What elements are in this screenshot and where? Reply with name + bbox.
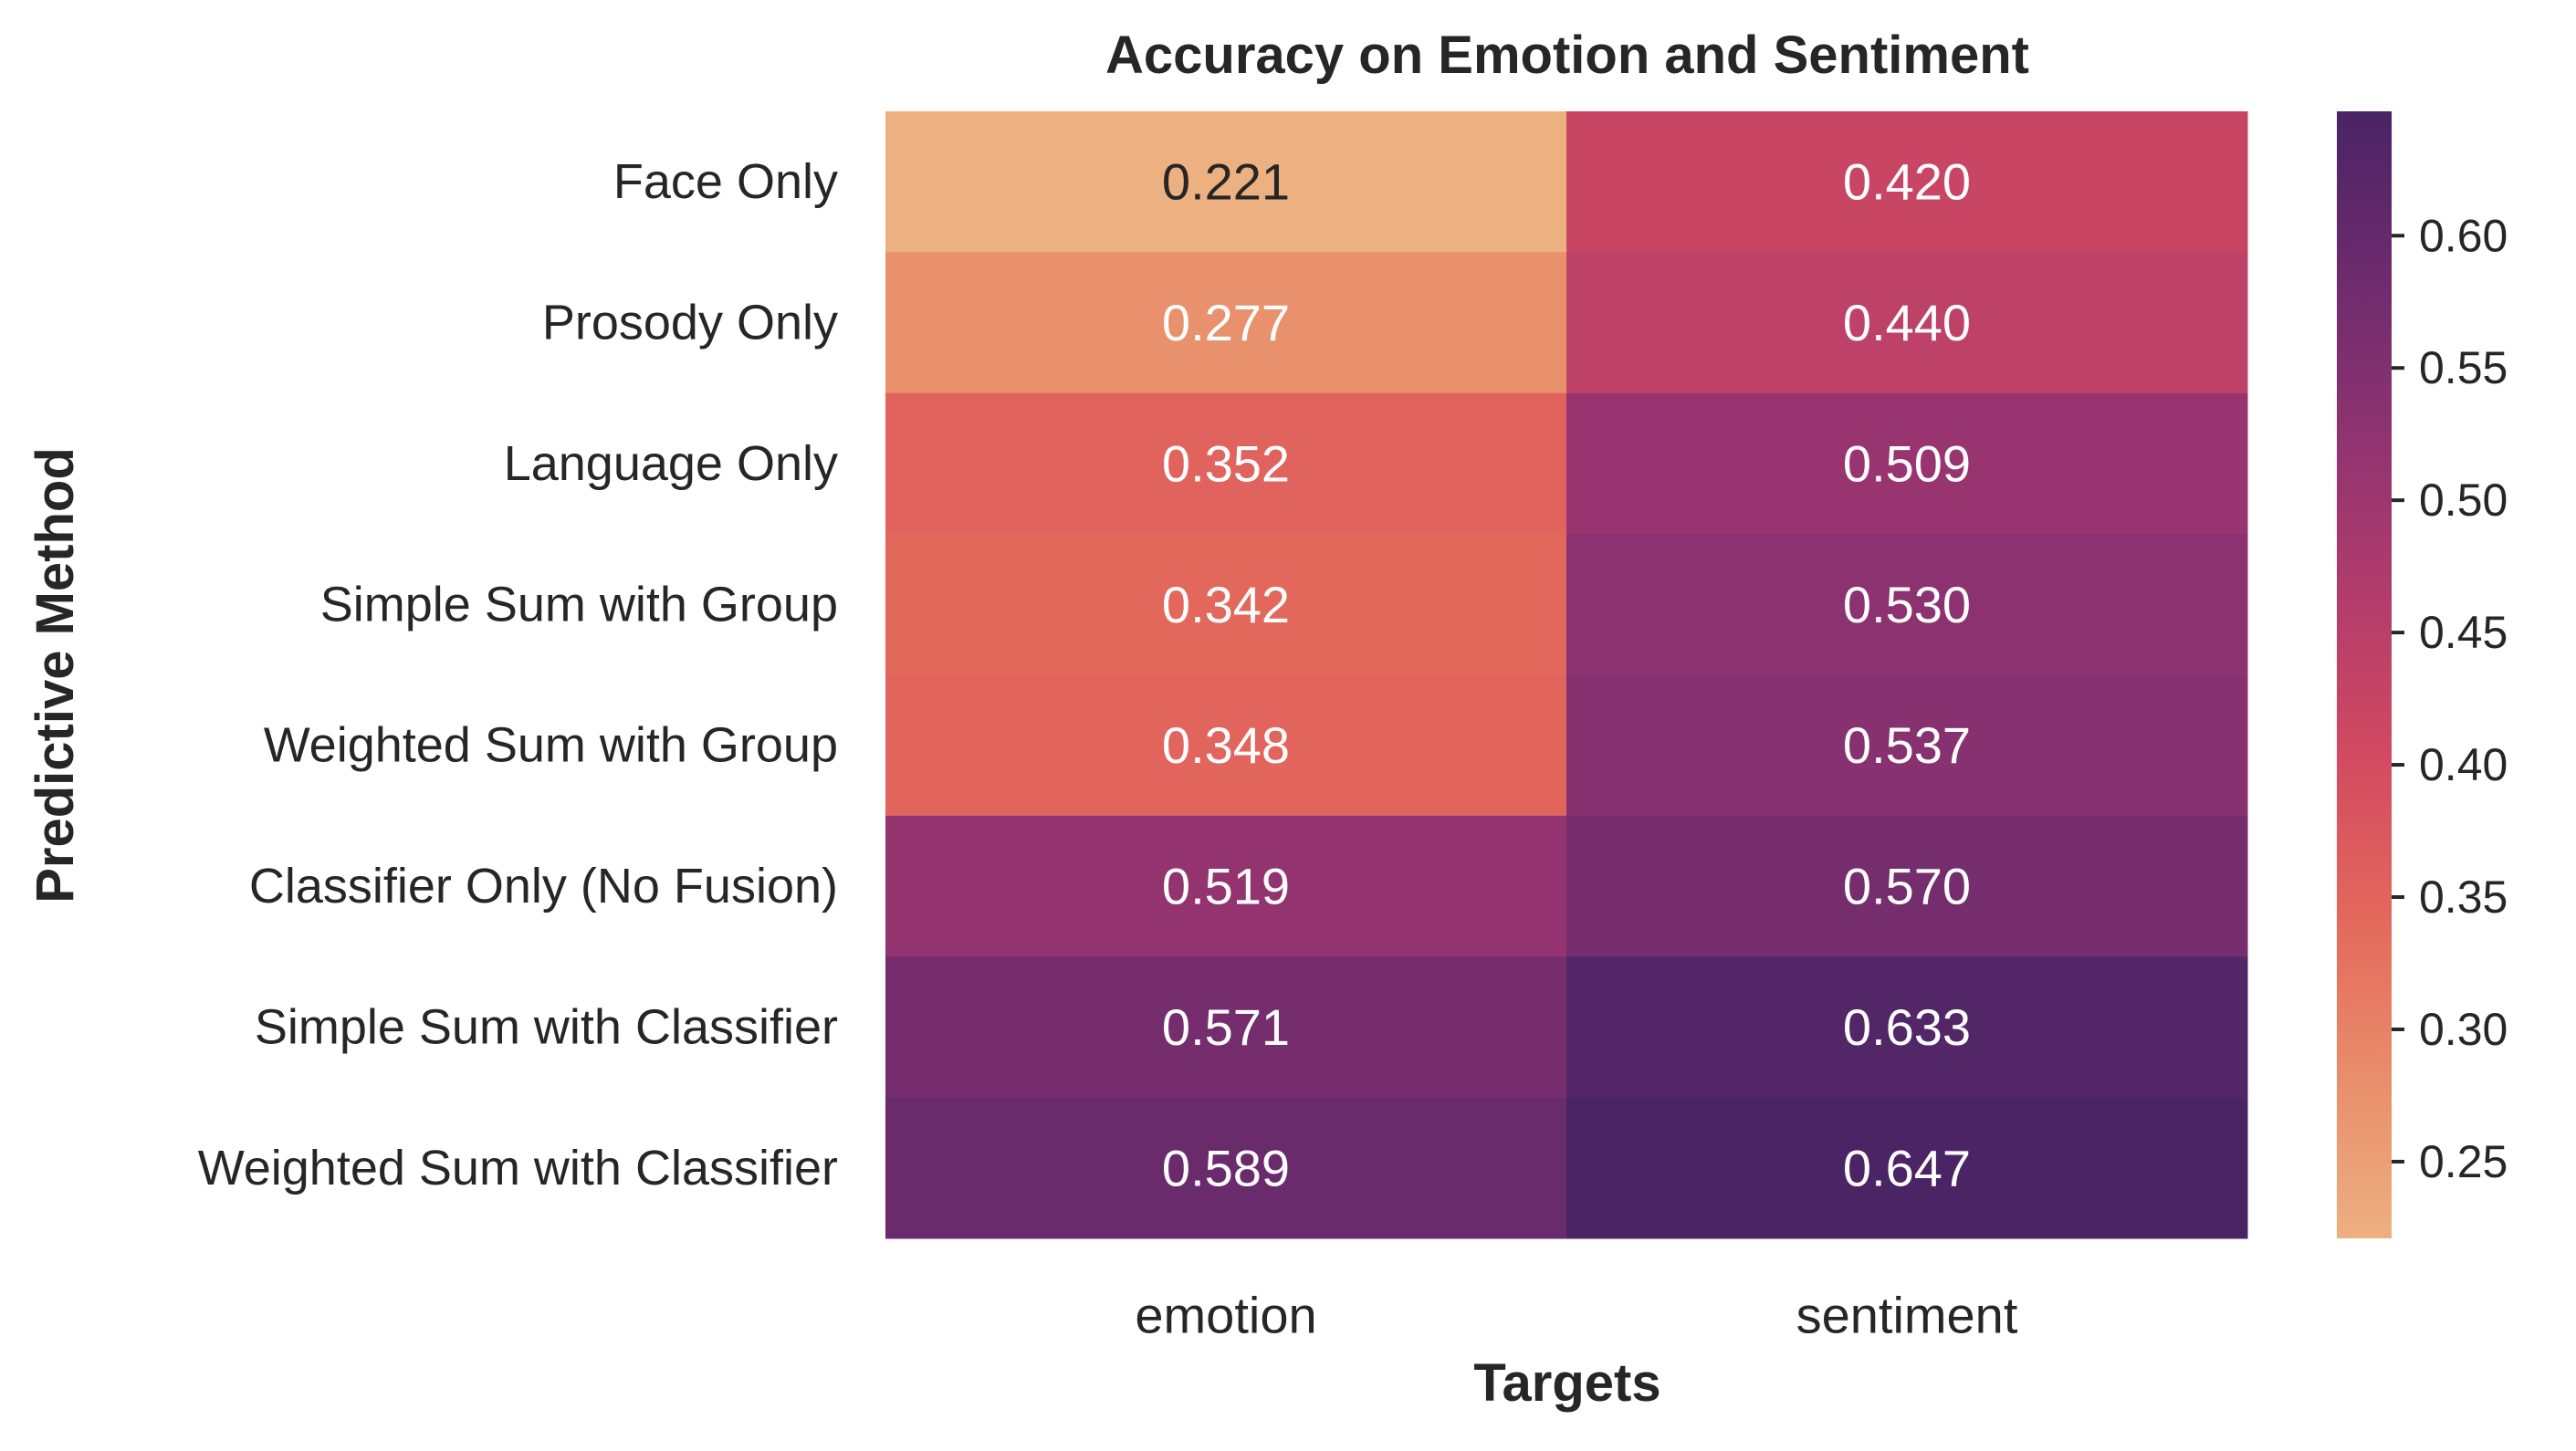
heatmap-cell-label: 0.509 [1843, 434, 1971, 492]
heatmap-cell [1566, 392, 2248, 535]
colorbar-tick-label: 0.45 [2419, 607, 2508, 658]
heatmap-cell [885, 1097, 1567, 1239]
colorbar-tick-label: 0.50 [2419, 475, 2508, 526]
heatmap-cell-label: 0.221 [1162, 153, 1290, 211]
y-tick-label: Weighted Sum with Classifier [198, 1141, 838, 1195]
x-tick-label: emotion [1135, 1287, 1316, 1344]
heatmap-cell [885, 534, 1567, 675]
heatmap-cell [1566, 674, 2248, 817]
chart-title: Accuracy on Emotion and Sentiment [1105, 26, 2029, 85]
heatmap-cell [885, 111, 1567, 253]
heatmap-cell [1566, 252, 2248, 394]
heatmap-cell-label: 0.633 [1843, 998, 1971, 1056]
heatmap-cell-label: 0.537 [1843, 716, 1971, 774]
colorbar-tick-label: 0.35 [2419, 872, 2508, 923]
x-tick-label: sentiment [1796, 1287, 2018, 1344]
colorbar [2337, 111, 2392, 1238]
heatmap-cell [1566, 534, 2248, 675]
heatmap-cell [1566, 1097, 2248, 1239]
y-axis-title: Predictive Method [26, 447, 85, 903]
heatmap-cell-label: 0.420 [1843, 153, 1971, 211]
x-tick-labels: emotion sentiment [1135, 1287, 2017, 1344]
heatmap-cell-label: 0.530 [1843, 576, 1971, 633]
colorbar-tick-label: 0.60 [2419, 210, 2508, 261]
heatmap-cell [885, 252, 1567, 394]
y-tick-label: Weighted Sum with Group [264, 718, 838, 773]
colorbar-ticks: 0.25 0.30 0.35 0.40 0.45 0.50 0.55 0.60 [2392, 210, 2508, 1187]
heatmap-cell [885, 674, 1567, 817]
y-tick-label: Language Only [504, 436, 838, 491]
colorbar-tick-label: 0.55 [2419, 342, 2508, 393]
heatmap-cell [885, 956, 1567, 1099]
colorbar-tick-label: 0.30 [2419, 1004, 2508, 1055]
y-tick-labels: Face Only Prosody Only Language Only Simple… [198, 154, 838, 1195]
heatmap-cell [1566, 111, 2248, 253]
heatmap-cell-labels: 0.221 0.420 0.277 0.440 0.352 0.509 0.342 0.530… [1162, 153, 1971, 1197]
heatmap-cell-label: 0.342 [1162, 576, 1290, 633]
heatmap-cell-label: 0.571 [1162, 998, 1290, 1056]
heatmap-cell-label: 0.348 [1162, 716, 1290, 774]
colorbar-tick-label: 0.40 [2419, 739, 2508, 790]
colorbar-tick-label: 0.25 [2419, 1136, 2508, 1187]
y-tick-label: Simple Sum with Classifier [255, 999, 838, 1054]
heatmap-cell [885, 392, 1567, 535]
heatmap-cell-label: 0.589 [1162, 1139, 1290, 1196]
y-tick-label: Simple Sum with Group [320, 577, 838, 632]
x-axis-title: Targets [1473, 1353, 1660, 1413]
heatmap-cell-label: 0.352 [1162, 434, 1290, 492]
y-tick-label: Prosody Only [542, 296, 838, 350]
heatmap-cell-label: 0.277 [1162, 294, 1290, 351]
heatmap-cell [1566, 956, 2248, 1099]
y-tick-label: Classifier Only (No Fusion) [249, 859, 838, 913]
heatmap-cell-label: 0.570 [1843, 858, 1971, 915]
heatmap-cell-label: 0.647 [1843, 1139, 1971, 1196]
y-tick-label: Face Only [613, 154, 838, 209]
heatmap-cell-label: 0.519 [1162, 858, 1290, 915]
heatmap-cells [885, 111, 2248, 1239]
heatmap-cell [885, 815, 1567, 957]
heatmap-cell [1566, 815, 2248, 957]
heatmap-cell-label: 0.440 [1843, 294, 1971, 351]
